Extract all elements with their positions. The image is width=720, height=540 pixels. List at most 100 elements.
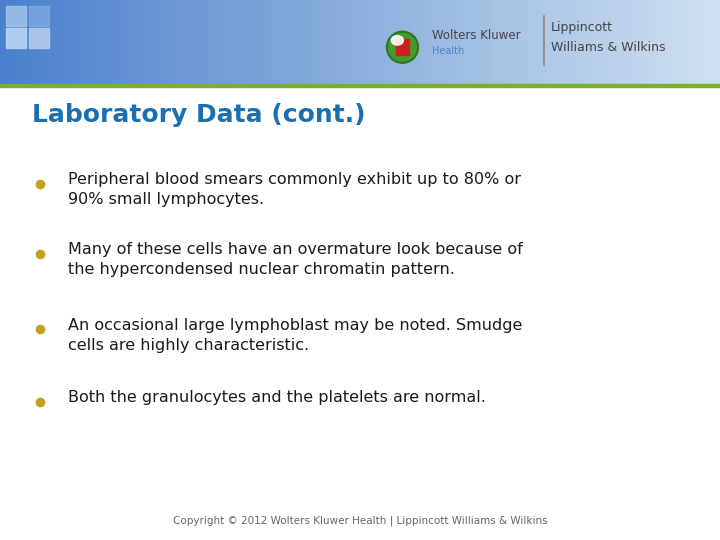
Text: Many of these cells have an overmature look because of
the hypercondensed nuclea: Many of these cells have an overmature l… [68,242,523,278]
Bar [564,0,570,84]
Bar [606,0,612,84]
Bar [636,0,642,84]
Bar [504,0,510,84]
Ellipse shape [389,33,416,61]
Bar [612,0,618,84]
Bar [666,0,672,84]
Bar [216,0,222,84]
Bar [222,0,228,84]
Bar [498,0,504,84]
Bar [708,0,714,84]
Bar [702,0,708,84]
Bar [258,0,264,84]
Text: Wolters Kluwer: Wolters Kluwer [432,29,521,42]
Bar [29,28,49,48]
Bar [576,0,582,84]
Bar [336,0,342,84]
Bar [522,0,528,84]
Bar [204,0,210,84]
Bar [144,0,150,84]
Bar [6,28,26,48]
Bar [36,0,42,84]
Bar [492,0,498,84]
Bar [120,0,126,84]
Bar [66,0,72,84]
Bar [618,0,624,84]
Bar [108,0,114,84]
Bar [594,0,600,84]
Bar [395,39,410,55]
Bar [126,0,132,84]
Bar [438,0,444,84]
Bar [102,0,108,84]
Bar [288,0,294,84]
Text: Peripheral blood smears commonly exhibit up to 80% or
90% small lymphocytes.: Peripheral blood smears commonly exhibit… [68,172,521,207]
Bar [486,0,492,84]
Text: Lippincott: Lippincott [551,21,613,33]
Bar [660,0,666,84]
Ellipse shape [387,31,418,63]
Bar [432,0,438,84]
Bar [414,0,420,84]
Bar [294,0,300,84]
Bar [360,0,366,84]
Bar [342,0,348,84]
Bar [42,0,48,84]
Text: Laboratory Data (cont.): Laboratory Data (cont.) [32,103,366,126]
Bar [570,0,576,84]
Bar [366,0,372,84]
Text: Both the granulocytes and the platelets are normal.: Both the granulocytes and the platelets … [68,390,486,406]
Bar [600,0,606,84]
Bar [132,0,138,84]
Bar [198,0,204,84]
Bar [450,0,456,84]
Bar [282,0,288,84]
Bar [444,0,450,84]
Bar [390,0,396,84]
Bar [480,0,486,84]
Bar [654,0,660,84]
Bar [534,0,540,84]
Bar [138,0,144,84]
Bar [378,0,384,84]
Bar [462,0,468,84]
Bar [474,0,480,84]
Bar [552,0,558,84]
Bar [306,0,312,84]
Bar [714,0,720,84]
Bar [6,6,26,26]
Text: Williams & Wilkins: Williams & Wilkins [551,41,665,54]
Bar [348,0,354,84]
Bar [642,0,648,84]
Bar [228,0,234,84]
Bar [456,0,462,84]
Bar [384,0,390,84]
Bar [186,0,192,84]
Bar [582,0,588,84]
Bar [510,0,516,84]
Bar [276,0,282,84]
Bar [180,0,186,84]
Bar [648,0,654,84]
Text: Health: Health [432,46,464,56]
Bar [162,0,168,84]
Bar [678,0,684,84]
Bar [312,0,318,84]
Bar [324,0,330,84]
Bar [72,0,78,84]
Bar [684,0,690,84]
Bar [246,0,252,84]
Bar [168,0,174,84]
Bar [18,0,24,84]
Bar [300,0,306,84]
Bar [402,0,408,84]
Bar [270,0,276,84]
Bar [29,6,49,26]
Ellipse shape [391,36,403,45]
Bar [558,0,564,84]
Bar [12,0,18,84]
Bar [468,0,474,84]
Bar [210,0,216,84]
Bar [156,0,162,84]
Bar [252,0,258,84]
